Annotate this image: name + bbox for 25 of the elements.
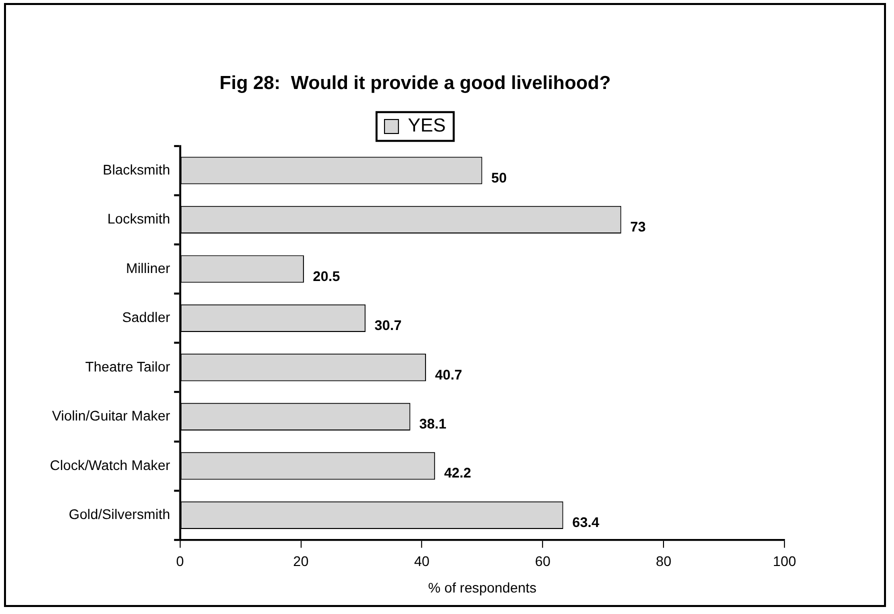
data-label: 30.7 bbox=[374, 317, 402, 333]
data-label: 73 bbox=[630, 218, 646, 235]
legend-label: YES bbox=[408, 116, 446, 137]
x-tick-label: 80 bbox=[656, 552, 672, 569]
y-tick-label: Clock/Watch Maker bbox=[50, 456, 170, 473]
y-tick-label: Violin/Guitar Maker bbox=[52, 408, 170, 424]
data-label: 50 bbox=[491, 169, 507, 186]
x-axis-title: % of respondents bbox=[428, 580, 536, 596]
y-tick-label: Gold/Silversmith bbox=[68, 506, 170, 522]
x-tick-label: 60 bbox=[534, 552, 551, 569]
y-tick-label: Milliner bbox=[126, 260, 170, 276]
y-tick-label: Theatre Tailor bbox=[85, 358, 170, 374]
data-label: 42.2 bbox=[444, 464, 472, 481]
y-tick-label: Saddler bbox=[122, 309, 170, 326]
x-tick-label: 20 bbox=[293, 552, 309, 569]
data-label: 20.5 bbox=[312, 268, 340, 284]
y-tick-label: Blacksmith bbox=[102, 161, 170, 178]
x-tick-label: 100 bbox=[772, 552, 796, 569]
x-tick-label: 40 bbox=[414, 552, 430, 569]
y-tick-label: Locksmith bbox=[107, 210, 170, 227]
x-tick-label: 0 bbox=[176, 552, 184, 569]
data-label: 40.7 bbox=[435, 366, 462, 382]
data-label: 38.1 bbox=[419, 416, 447, 432]
chart-title: Fig 28: Would it provide a good livelihood? bbox=[220, 73, 611, 94]
data-label: 63.4 bbox=[572, 514, 600, 530]
